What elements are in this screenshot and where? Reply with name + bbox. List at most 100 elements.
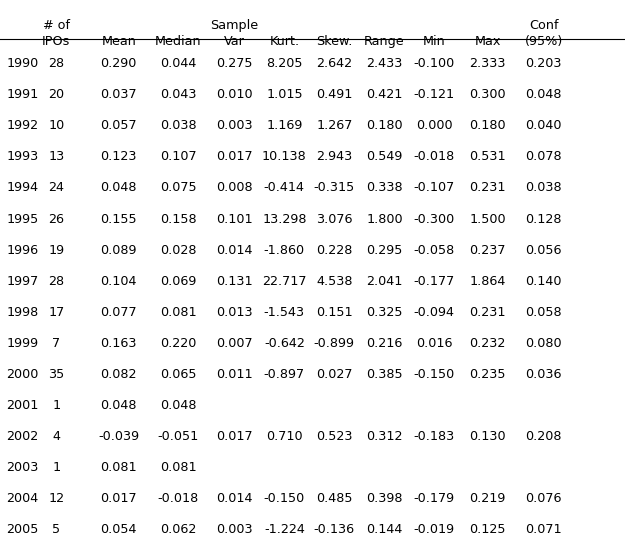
Text: 0.058: 0.058 <box>526 306 562 319</box>
Text: 8.205: 8.205 <box>266 57 302 70</box>
Text: 0.421: 0.421 <box>366 88 403 101</box>
Text: 0.180: 0.180 <box>366 119 403 132</box>
Text: 0.048: 0.048 <box>101 181 137 195</box>
Text: -1.224: -1.224 <box>264 523 305 536</box>
Text: 0.010: 0.010 <box>216 88 252 101</box>
Text: -0.018: -0.018 <box>158 492 199 505</box>
Text: 0.080: 0.080 <box>526 337 562 350</box>
Text: 0.125: 0.125 <box>469 523 506 536</box>
Text: 0.089: 0.089 <box>101 244 137 257</box>
Text: 0.038: 0.038 <box>526 181 562 195</box>
Text: 0.056: 0.056 <box>526 244 562 257</box>
Text: 0.071: 0.071 <box>526 523 562 536</box>
Text: 1.169: 1.169 <box>266 119 302 132</box>
Text: 1992: 1992 <box>6 119 38 132</box>
Text: 0.491: 0.491 <box>316 88 352 101</box>
Text: 0.043: 0.043 <box>160 88 196 101</box>
Text: -0.315: -0.315 <box>314 181 355 195</box>
Text: 0.275: 0.275 <box>216 57 252 70</box>
Text: 0.312: 0.312 <box>366 430 403 443</box>
Text: -0.039: -0.039 <box>98 430 139 443</box>
Text: 0.295: 0.295 <box>366 244 403 257</box>
Text: 0.203: 0.203 <box>526 57 562 70</box>
Text: 22.717: 22.717 <box>262 275 307 288</box>
Text: 1999: 1999 <box>6 337 38 350</box>
Text: IPOs: IPOs <box>42 35 71 49</box>
Text: 35: 35 <box>48 368 64 381</box>
Text: 28: 28 <box>48 57 64 70</box>
Text: 0.078: 0.078 <box>526 150 562 164</box>
Text: 0.048: 0.048 <box>101 399 137 412</box>
Text: 13: 13 <box>48 150 64 164</box>
Text: 1991: 1991 <box>6 88 39 101</box>
Text: -0.150: -0.150 <box>264 492 305 505</box>
Text: 0.048: 0.048 <box>160 399 196 412</box>
Text: 0.208: 0.208 <box>526 430 562 443</box>
Text: 17: 17 <box>48 306 64 319</box>
Text: -0.019: -0.019 <box>414 523 455 536</box>
Text: 0.017: 0.017 <box>101 492 137 505</box>
Text: 0.044: 0.044 <box>160 57 196 70</box>
Text: Skew.: Skew. <box>316 35 352 49</box>
Text: 0.216: 0.216 <box>366 337 403 350</box>
Text: 4: 4 <box>52 430 60 443</box>
Text: 0.082: 0.082 <box>101 368 137 381</box>
Text: -0.018: -0.018 <box>414 150 455 164</box>
Text: 0.131: 0.131 <box>216 275 252 288</box>
Text: Median: Median <box>155 35 201 49</box>
Text: 26: 26 <box>48 213 64 226</box>
Text: 0.123: 0.123 <box>101 150 137 164</box>
Text: 0.069: 0.069 <box>160 275 196 288</box>
Text: 1: 1 <box>52 399 60 412</box>
Text: 1994: 1994 <box>6 181 38 195</box>
Text: 0.077: 0.077 <box>101 306 137 319</box>
Text: 0.231: 0.231 <box>469 306 506 319</box>
Text: 2.333: 2.333 <box>469 57 506 70</box>
Text: 0.062: 0.062 <box>160 523 196 536</box>
Text: 1.800: 1.800 <box>366 213 403 226</box>
Text: 24: 24 <box>48 181 64 195</box>
Text: 0.140: 0.140 <box>526 275 562 288</box>
Text: 0.385: 0.385 <box>366 368 403 381</box>
Text: 0.014: 0.014 <box>216 244 252 257</box>
Text: 0.081: 0.081 <box>160 306 196 319</box>
Text: 0.013: 0.013 <box>216 306 252 319</box>
Text: 0.081: 0.081 <box>101 461 137 474</box>
Text: 0.220: 0.220 <box>160 337 196 350</box>
Text: 5: 5 <box>52 523 60 536</box>
Text: 0.107: 0.107 <box>160 150 196 164</box>
Text: Min: Min <box>423 35 446 49</box>
Text: 0.155: 0.155 <box>101 213 137 226</box>
Text: 2.433: 2.433 <box>366 57 403 70</box>
Text: 0.003: 0.003 <box>216 523 252 536</box>
Text: -0.300: -0.300 <box>414 213 455 226</box>
Text: 0.485: 0.485 <box>316 492 352 505</box>
Text: -0.100: -0.100 <box>414 57 455 70</box>
Text: 0.549: 0.549 <box>366 150 403 164</box>
Text: 0.219: 0.219 <box>469 492 506 505</box>
Text: -0.058: -0.058 <box>414 244 455 257</box>
Text: 0.523: 0.523 <box>316 430 352 443</box>
Text: -0.094: -0.094 <box>414 306 455 319</box>
Text: 0.398: 0.398 <box>366 492 403 505</box>
Text: 28: 28 <box>48 275 64 288</box>
Text: 0.231: 0.231 <box>469 181 506 195</box>
Text: 0.017: 0.017 <box>216 150 252 164</box>
Text: 0.144: 0.144 <box>366 523 403 536</box>
Text: 2.041: 2.041 <box>366 275 403 288</box>
Text: 1995: 1995 <box>6 213 39 226</box>
Text: 4.538: 4.538 <box>316 275 352 288</box>
Text: 0.338: 0.338 <box>366 181 403 195</box>
Text: 20: 20 <box>48 88 64 101</box>
Text: 0.325: 0.325 <box>366 306 403 319</box>
Text: 0.151: 0.151 <box>316 306 352 319</box>
Text: 0.290: 0.290 <box>101 57 137 70</box>
Text: 1.500: 1.500 <box>469 213 506 226</box>
Text: 1996: 1996 <box>6 244 38 257</box>
Text: 0.038: 0.038 <box>160 119 196 132</box>
Text: Mean: Mean <box>101 35 136 49</box>
Text: -1.860: -1.860 <box>264 244 305 257</box>
Text: -0.121: -0.121 <box>414 88 455 101</box>
Text: -1.543: -1.543 <box>264 306 305 319</box>
Text: 10.138: 10.138 <box>262 150 307 164</box>
